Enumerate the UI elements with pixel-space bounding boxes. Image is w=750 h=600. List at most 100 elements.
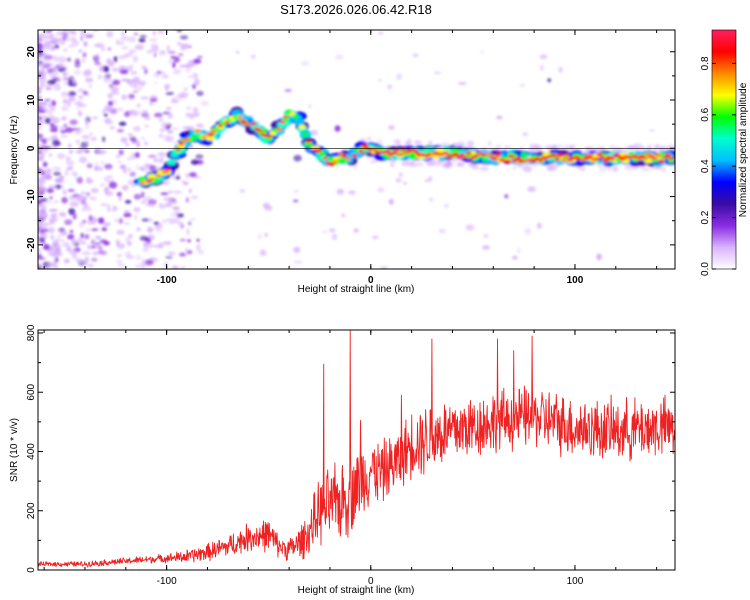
ridge-cell — [495, 153, 502, 157]
ridge-cell — [243, 122, 251, 126]
halo-speck — [612, 148, 620, 153]
halo-speck — [579, 165, 586, 172]
noise-speck — [192, 72, 198, 79]
noise-speck — [184, 247, 189, 253]
noise-speck — [68, 75, 75, 81]
noise-speck — [284, 89, 292, 92]
noise-speck — [482, 245, 490, 250]
noise-speck — [96, 244, 103, 250]
halo-speck — [563, 146, 573, 151]
noise-speck — [186, 228, 190, 236]
snr-series-line — [38, 330, 675, 568]
noise-speck — [116, 259, 123, 264]
noise-speck — [40, 120, 44, 124]
ridge-cell — [210, 129, 218, 134]
noise-speck — [166, 135, 175, 143]
halo-speck — [389, 162, 395, 168]
noise-speck — [187, 239, 191, 243]
noise-speck — [294, 189, 299, 194]
noise-speck — [341, 213, 346, 218]
noise-speck — [153, 51, 157, 58]
ridge-cell — [452, 152, 460, 156]
noise-speck — [38, 186, 44, 193]
noise-speck — [387, 84, 393, 90]
noise-speck — [62, 99, 68, 103]
x-tick-label: 100 — [567, 275, 584, 286]
noise-speck — [68, 166, 74, 170]
noise-speck — [177, 41, 182, 46]
ridge-cell — [560, 158, 567, 162]
noise-speck — [118, 218, 124, 224]
noise-speck — [103, 222, 111, 227]
noise-speck — [264, 233, 269, 237]
noise-speck — [172, 174, 176, 180]
noise-speck — [127, 51, 134, 57]
noise-speck — [104, 107, 111, 112]
noise-speck — [173, 190, 182, 194]
noise-speck — [50, 107, 56, 111]
noise-speck — [182, 181, 189, 186]
noise-speck — [48, 209, 58, 212]
noise-speck — [353, 228, 360, 233]
colorbar-tick-label: 0.0 — [700, 262, 711, 276]
noise-speck — [59, 239, 65, 242]
noise-speck — [86, 162, 94, 166]
ridge-cell — [442, 151, 449, 155]
noise-speck — [75, 139, 80, 145]
ridge-cell — [668, 157, 675, 161]
noise-speck — [116, 39, 120, 46]
noise-speck — [68, 149, 74, 154]
noise-speck — [74, 69, 81, 76]
noise-speck — [125, 236, 131, 244]
noise-speck — [133, 207, 141, 212]
noise-speck — [511, 255, 518, 260]
ridge-cell — [139, 181, 146, 185]
noise-speck — [41, 115, 48, 119]
ridge-cell — [184, 137, 191, 141]
noise-speck — [141, 112, 150, 118]
noise-speck — [187, 75, 194, 79]
noise-speck — [165, 255, 173, 259]
noise-speck — [60, 91, 70, 98]
noise-speck — [61, 116, 67, 121]
ridge-cell — [520, 152, 528, 158]
noise-speck — [186, 60, 196, 67]
noise-speck — [39, 79, 45, 85]
noise-speck — [335, 54, 344, 60]
noise-speck — [123, 213, 132, 218]
noise-speck — [54, 257, 59, 263]
noise-speck — [69, 209, 74, 216]
noise-speck — [91, 257, 98, 262]
noise-speck — [161, 219, 168, 224]
noise-speck — [166, 45, 170, 52]
noise-speck — [79, 221, 84, 228]
ridge-cell — [155, 174, 162, 178]
noise-speck — [114, 154, 122, 158]
noise-speck — [77, 88, 85, 93]
noise-speck — [61, 184, 65, 190]
ridge-cell — [455, 155, 463, 159]
noise-speck — [176, 221, 185, 226]
noise-speck — [89, 245, 97, 249]
spectrogram-frame — [37, 29, 676, 270]
noise-speck — [49, 71, 59, 77]
noise-speck — [54, 119, 58, 124]
noise-speck — [42, 101, 48, 107]
noise-speck — [85, 228, 93, 232]
noise-speck — [149, 98, 158, 103]
ridge-cell — [175, 148, 182, 152]
noise-speck — [149, 101, 153, 106]
noise-speck — [44, 78, 48, 83]
ridge-cell — [305, 140, 312, 144]
noise-speck — [69, 230, 74, 233]
ridge-cell — [435, 147, 444, 153]
y-tick-label: 0 — [26, 145, 37, 151]
noise-speck — [68, 96, 76, 102]
halo-speck — [452, 157, 458, 163]
ridge-cell — [166, 159, 177, 166]
noise-speck — [44, 98, 51, 102]
noise-speck — [90, 239, 96, 246]
ridge-cell — [256, 129, 264, 133]
ridge-cell — [491, 156, 499, 161]
noise-speck — [39, 157, 44, 160]
